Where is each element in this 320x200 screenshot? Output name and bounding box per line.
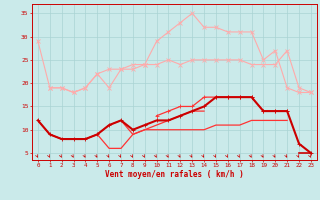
X-axis label: Vent moyen/en rafales ( km/h ): Vent moyen/en rafales ( km/h ) (105, 170, 244, 179)
